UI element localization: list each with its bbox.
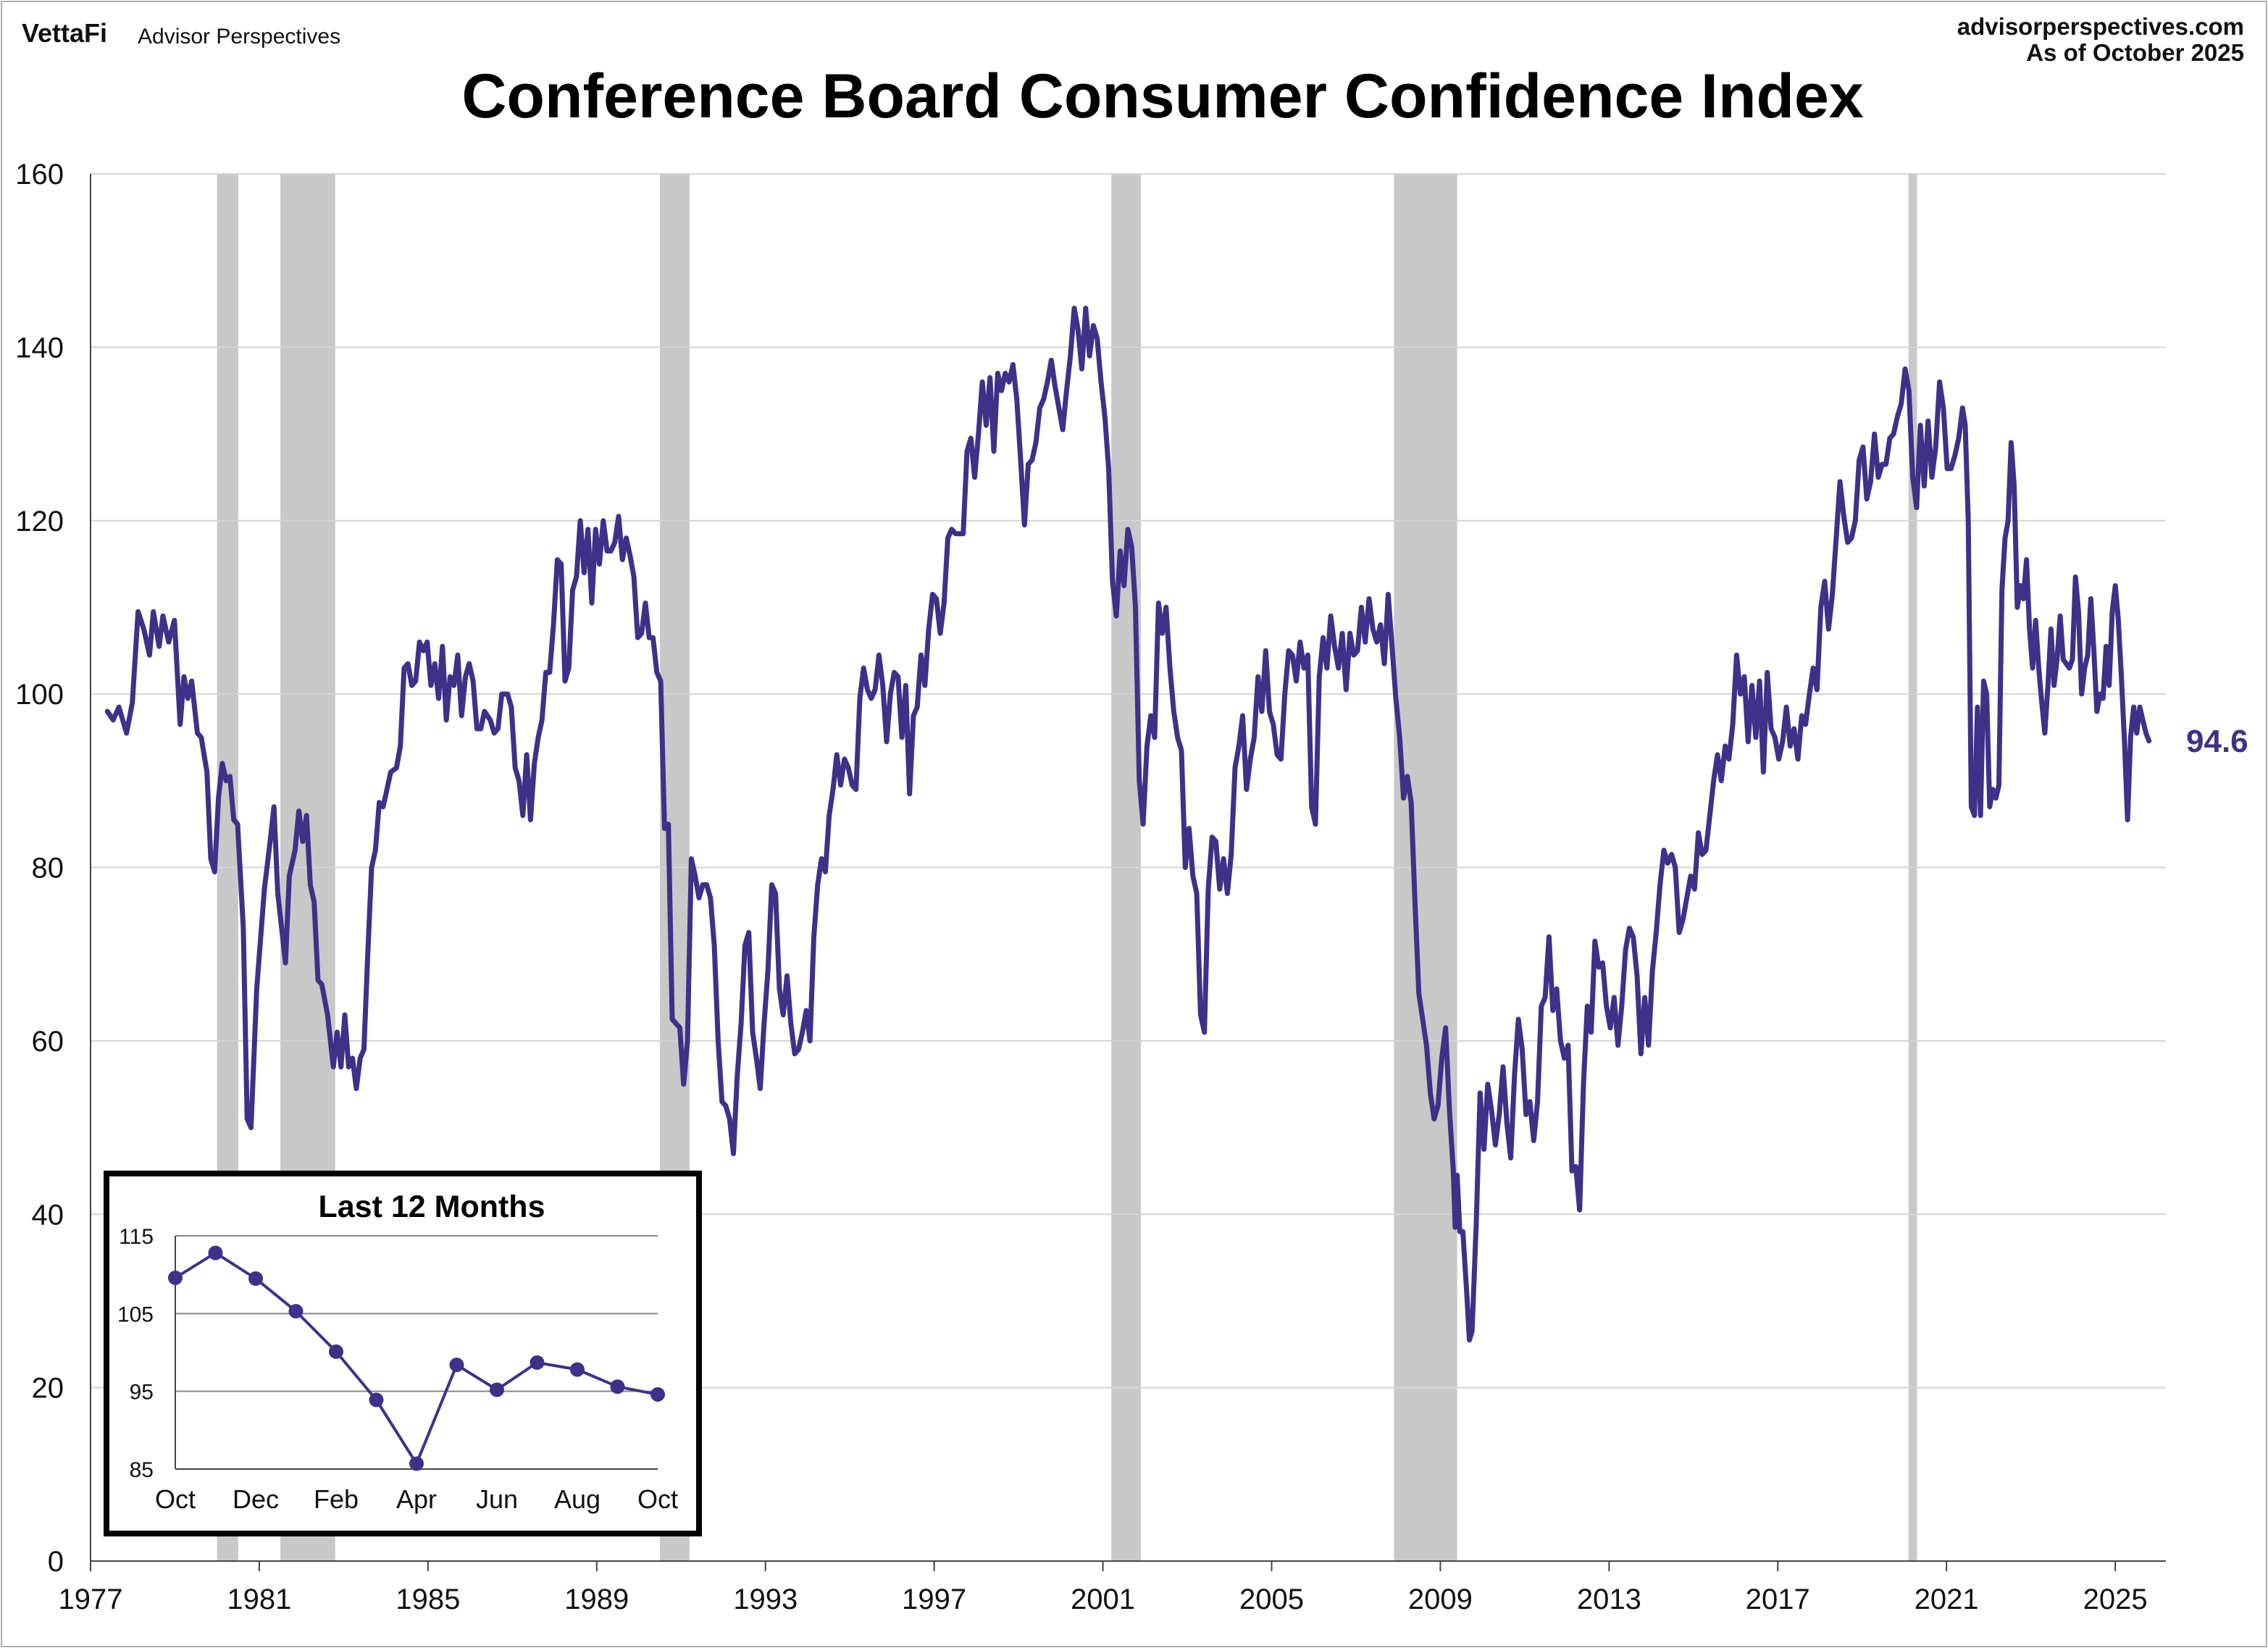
inset-data-points <box>168 1245 665 1471</box>
y-tick-label: 120 <box>15 506 64 538</box>
inset-data-point <box>650 1386 665 1402</box>
axes <box>90 174 2166 1571</box>
y-tick-label: 0 <box>48 1546 64 1578</box>
inset-data-point <box>369 1392 384 1408</box>
x-tick-label: 1989 <box>564 1584 629 1615</box>
inset-data-point <box>288 1304 304 1319</box>
x-tick-label: 1981 <box>227 1584 291 1615</box>
inset-x-tick-label: Aug <box>554 1484 601 1514</box>
x-tick-label: 1997 <box>902 1584 966 1615</box>
x-tick-labels: 1977 1981 1985 1989 1993 1997 2001 2005 2009 2013… <box>59 1584 2148 1615</box>
x-tick-label: 2017 <box>1746 1584 1810 1615</box>
chart-title: Conference Board Consumer Confidence Ind… <box>461 62 1864 131</box>
inset-data-point <box>490 1382 504 1397</box>
gridlines <box>91 173 2166 1389</box>
inset-data-point <box>168 1270 183 1285</box>
x-tick-label: 2013 <box>1577 1584 1641 1615</box>
inset-data-point <box>570 1362 585 1377</box>
inset-data-point <box>208 1245 223 1260</box>
last-value-label: 94.6 <box>2186 724 2248 759</box>
inset-data-point <box>610 1379 625 1394</box>
y-tick-label: 60 <box>32 1026 64 1058</box>
inset-data-point <box>449 1358 464 1373</box>
inset-y-tick-label: 95 <box>130 1381 154 1405</box>
x-tick-label: 1993 <box>733 1584 798 1615</box>
inset-title: Last 12 Months <box>319 1189 545 1224</box>
x-tick-label: 2001 <box>1071 1584 1135 1615</box>
y-tick-label: 80 <box>32 853 64 884</box>
x-tick-label: 2021 <box>1915 1584 1979 1615</box>
inset-y-tick-label: 105 <box>117 1302 154 1326</box>
y-tick-label: 40 <box>32 1199 64 1231</box>
y-tick-label: 100 <box>15 679 64 711</box>
y-tick-label: 160 <box>15 159 64 191</box>
y-tick-label: 140 <box>15 332 64 364</box>
inset-x-tick-label: Apr <box>396 1484 437 1514</box>
brand-name: Advisor Perspectives <box>138 25 340 49</box>
x-tick-label: 1985 <box>396 1584 460 1615</box>
inset-x-tick-label: Oct <box>155 1484 196 1514</box>
source-label: advisorperspectives.com <box>1957 13 2244 40</box>
x-tick-label: 1977 <box>59 1584 123 1615</box>
inset-data-point <box>530 1355 545 1370</box>
inset-x-tick-label: Dec <box>233 1484 279 1514</box>
inset-x-tick-label: Jun <box>476 1484 518 1514</box>
series-line-consumer-confidence <box>104 306 2152 1343</box>
inset-data-point <box>248 1271 263 1287</box>
inset-x-tick-label: Feb <box>314 1484 359 1514</box>
as-of-label: As of October 2025 <box>2026 39 2244 66</box>
inset-frame <box>104 1171 702 1536</box>
x-tick-label: 2005 <box>1239 1584 1304 1615</box>
x-tick-label: 2009 <box>1408 1584 1473 1615</box>
inset-data-point <box>409 1456 424 1471</box>
x-tick-label: 2025 <box>2083 1584 2148 1615</box>
y-tick-label: 20 <box>32 1373 64 1405</box>
inset-last-12-months: Last 12 Months 85 95 105 115 Oct Dec Feb Apr Ju… <box>104 1171 702 1536</box>
inset-data-point <box>329 1344 343 1359</box>
inset-y-tick-labels: 85 95 105 115 <box>117 1225 154 1482</box>
brand-logo: VettaFi <box>22 18 107 48</box>
inset-y-tick-label: 115 <box>119 1225 154 1249</box>
inset-y-tick-label: 85 <box>130 1458 154 1482</box>
inset-x-tick-labels: Oct Dec Feb Apr Jun Aug Oct <box>155 1484 678 1514</box>
y-tick-labels: 0 20 40 60 80 100 120 140 160 <box>15 159 64 1578</box>
inset-x-tick-label: Oct <box>637 1484 678 1514</box>
